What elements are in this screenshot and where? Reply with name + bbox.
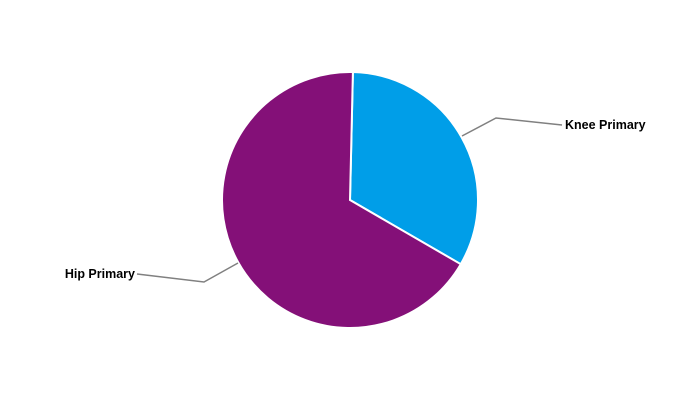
pie-slice-knee-primary [348,71,479,266]
label-knee-primary: Knee Primary [565,118,646,132]
label-hip-primary: Hip Primary [65,267,135,281]
pie-slice-hip-primary [221,71,463,329]
leader-line-hip-primary [136,262,239,283]
leader-line-knee-primary [461,117,563,137]
